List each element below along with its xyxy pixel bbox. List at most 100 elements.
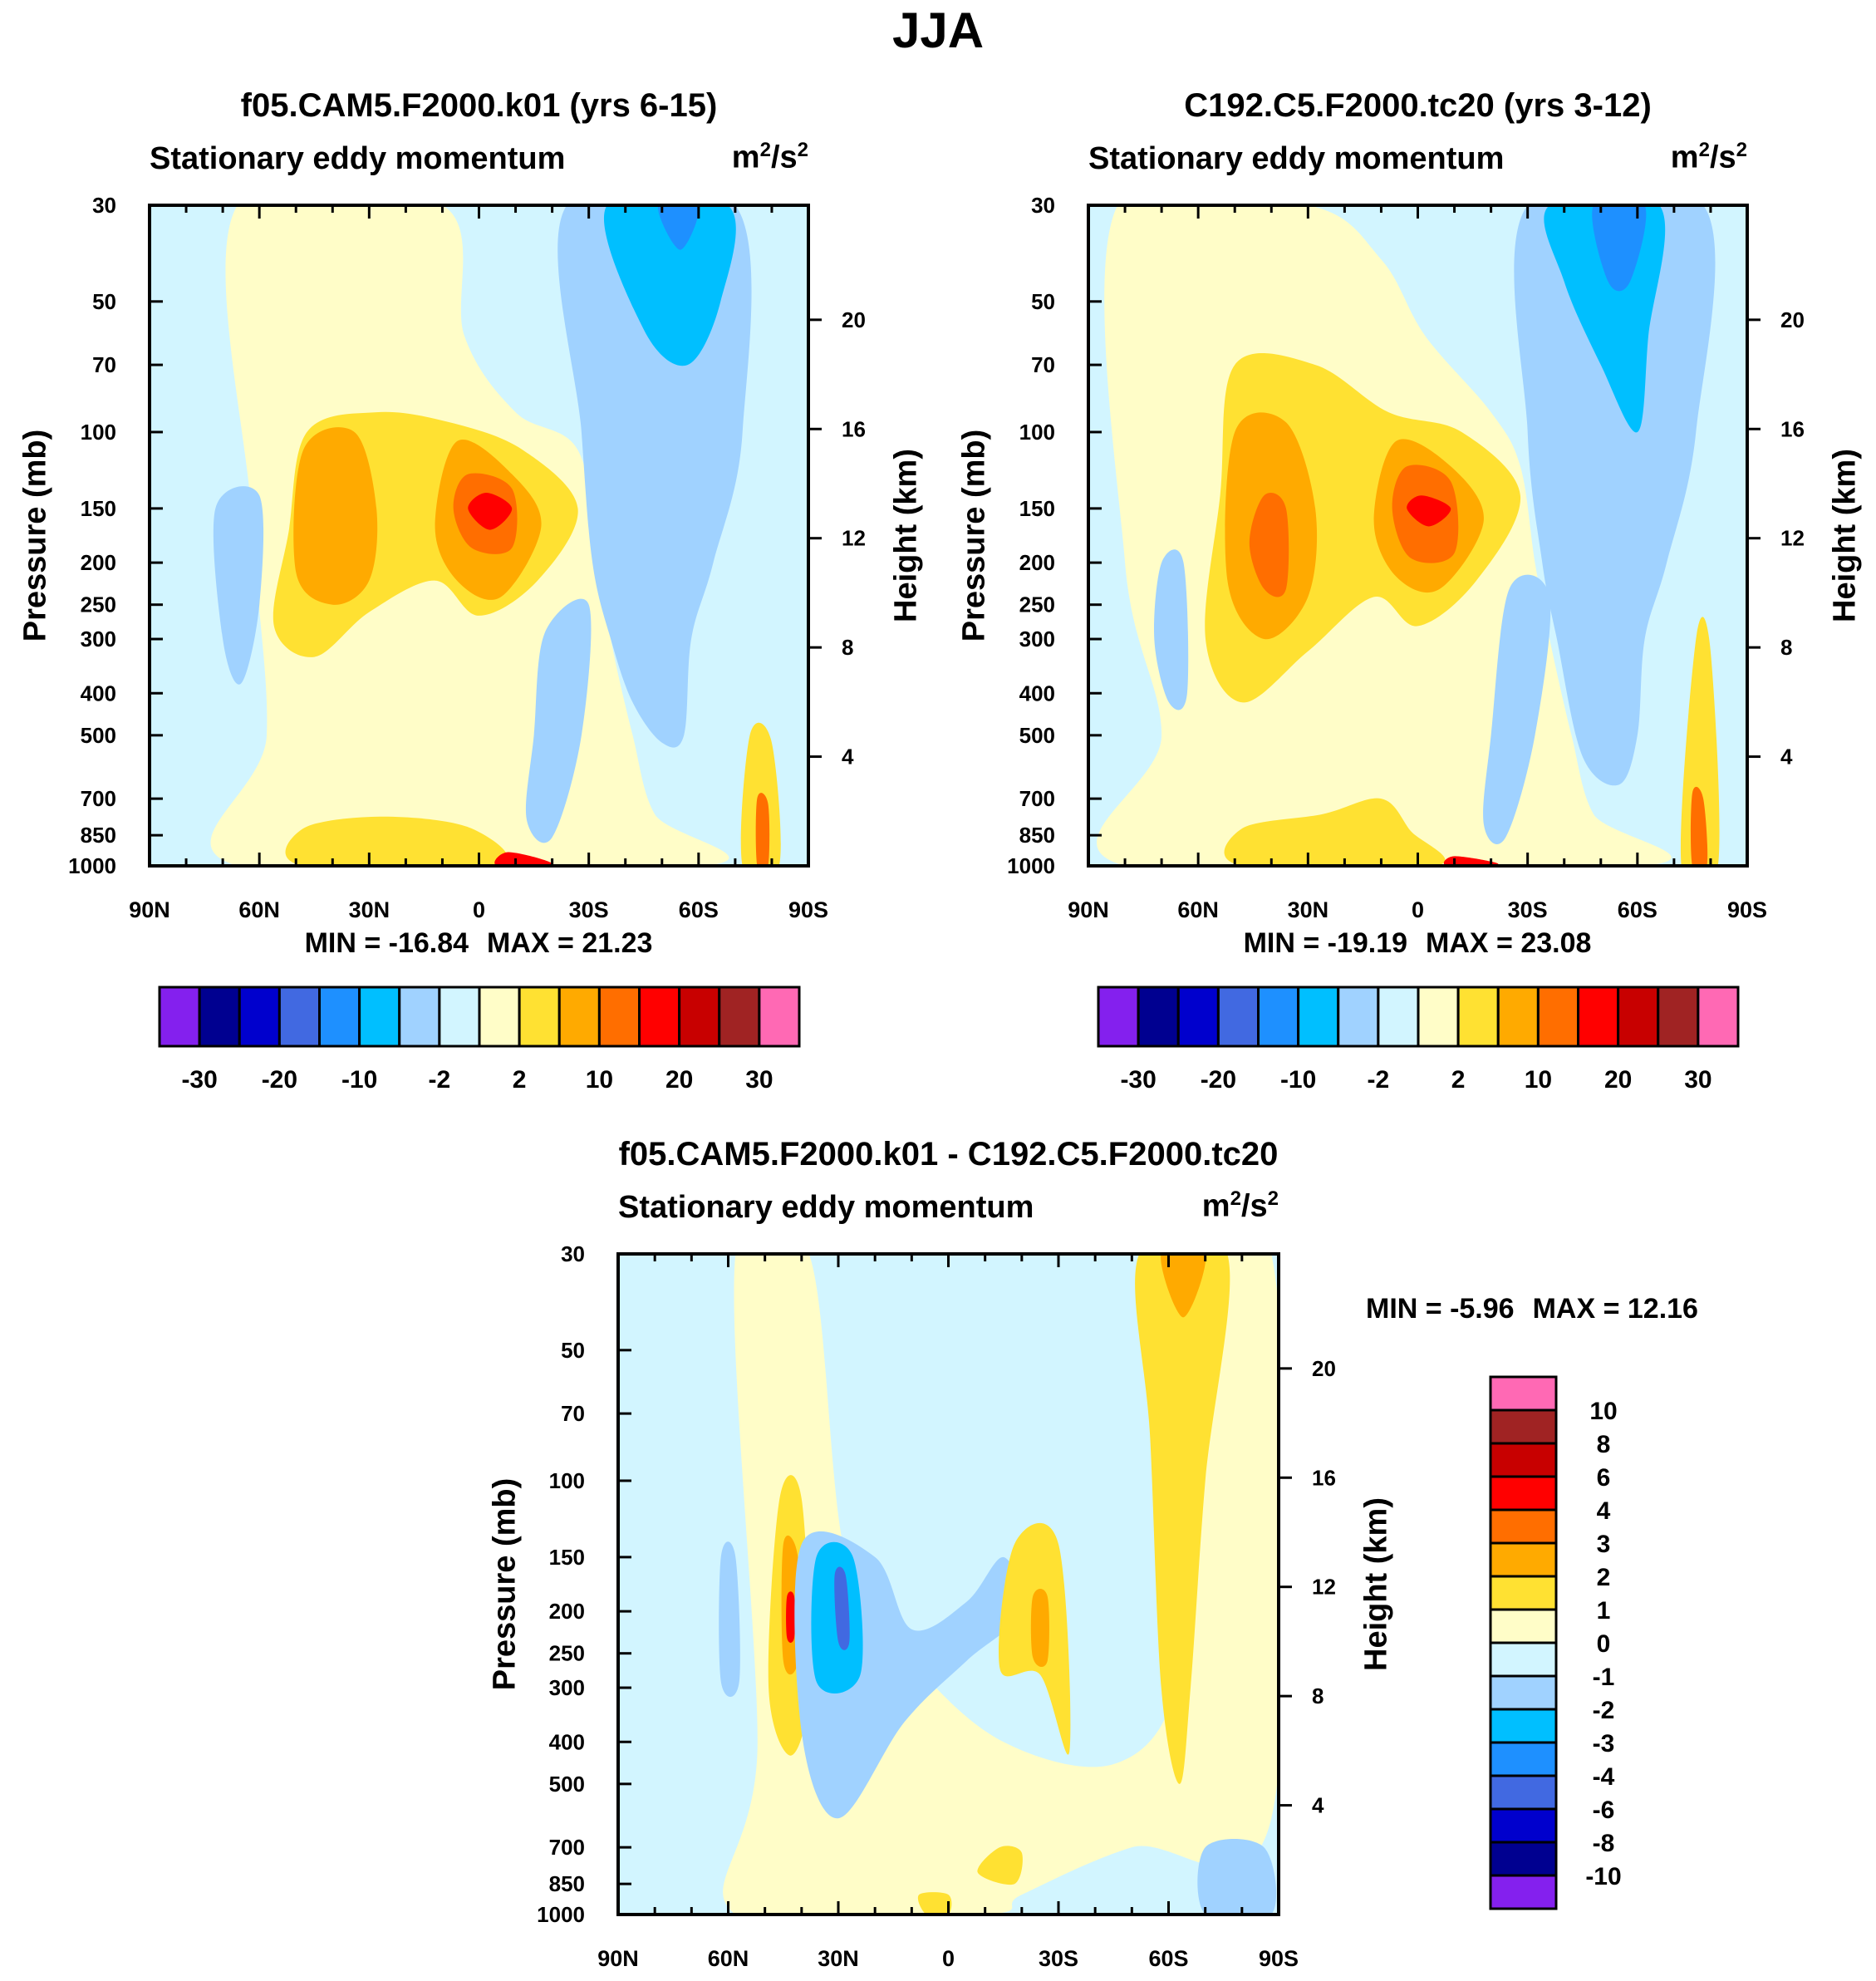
contour-region [755,793,770,866]
y-tick-label: 850 [549,1871,585,1896]
contour-fills [150,205,808,866]
colorbar-swatch [597,986,641,1048]
colorbar-swatch [1137,986,1180,1048]
units-part: 2 [1736,139,1747,161]
colorbar-label: 2 [1597,1564,1611,1591]
colorbar-swatch [1489,1841,1558,1877]
contour-region [1135,1254,1230,1784]
colorbar-swatch [318,986,361,1048]
x-tick-label: 30S [1039,1946,1078,1971]
x-tick-label: 60N [708,1946,749,1971]
colorbar-swatch [1489,1442,1558,1478]
main-title: JJA [891,2,985,58]
y-tick-label: 100 [1019,420,1055,445]
colorbar-swatch [1456,986,1500,1048]
units-part: 2 [797,139,808,161]
contour-region [1680,617,1720,866]
y-tick-label: 200 [549,1599,585,1624]
colorbar-label: -10 [1585,1863,1621,1890]
colorbar-swatch [1097,986,1140,1048]
contour-plot: 90N 60N 30N 0 30S 60S 90S 30 50 70 100 150 200 250 300… [1007,193,1805,922]
colorbar-swatch [678,986,721,1048]
colorbar-swatch [1337,986,1380,1048]
y-axis-label: Pressure (mb) [956,429,992,641]
y-tick-label: 500 [1019,723,1055,748]
y-tick-label: 300 [1019,627,1055,651]
y-tick-label: 500 [549,1772,585,1797]
units-part: /s [770,140,798,175]
y-axis-label-right: Height (km) [888,448,924,622]
colorbar-label: 2 [513,1066,527,1094]
colorbar-swatch [1489,1708,1558,1744]
colorbar-label: -3 [1593,1730,1615,1757]
height-tick-label: 16 [842,416,866,441]
units-part: m [1670,140,1699,175]
contour-region [1197,1838,1276,1915]
min-max-label: MIN = -16.84 MAX = 21.23 [305,927,653,960]
height-tick-label: 16 [1780,416,1805,441]
y-axis-label: Pressure (mb) [17,429,53,641]
colorbar-swatch [1176,986,1220,1048]
contour-region [1161,1254,1206,1318]
x-tick-label: 60N [238,897,280,922]
y-tick-label: 1000 [68,853,116,878]
units-part: /s [1240,1188,1268,1224]
colorbar-swatch [1617,986,1660,1048]
x-tick-label: 90N [129,897,170,922]
y-tick-label: 400 [1019,681,1055,705]
colorbar-swatch [518,986,561,1048]
contour-region [468,493,513,530]
colorbar-label: -30 [1120,1066,1156,1094]
colorbar-label: -2 [1593,1697,1615,1724]
colorbar-swatch [1489,1741,1558,1777]
y-tick-label: 150 [81,496,116,521]
y-tick-label: 300 [81,627,116,651]
height-tick-label: 12 [1312,1575,1336,1600]
min-value: MIN = -16.84 [304,927,469,959]
contour-region [1030,1589,1050,1668]
y-axis-label: Pressure (mb) [487,1477,523,1690]
colorbar-swatch [1489,1541,1558,1578]
height-tick-label: 8 [842,635,853,660]
max-value: MAX = 12.16 [1532,1293,1698,1325]
y-tick-label: 250 [549,1641,585,1666]
height-tick-label: 16 [1312,1465,1336,1490]
contour-region [603,205,736,366]
colorbar-label: 6 [1597,1464,1611,1492]
y-tick-label: 250 [81,592,116,617]
colorbar-swatch [1489,1608,1558,1644]
colorbar-label: 10 [586,1066,613,1094]
y-tick-label: 30 [1031,193,1055,218]
colorbar-label: -8 [1593,1830,1615,1857]
colorbar-swatch [1697,986,1740,1048]
y-tick-label: 250 [1019,592,1055,617]
colorbar-label: 0 [1597,1630,1611,1658]
contour-region [1407,495,1451,527]
y-tick-label: 200 [1019,550,1055,575]
y-tick-label: 500 [81,723,116,748]
x-tick-label: 60S [1618,897,1657,922]
colorbar-swatch [758,986,801,1048]
x-tick-label: 90S [1727,897,1767,922]
min-value: MIN = -19.19 [1243,927,1408,959]
x-tick-label: 90S [1259,1946,1299,1971]
contour-region [213,486,264,685]
x-tick-label: 30N [1288,897,1329,922]
y-tick-label: 400 [549,1729,585,1754]
colorbar-swatch [1216,986,1260,1048]
y-tick-label: 70 [561,1401,585,1426]
y-tick-label: 50 [92,289,116,314]
colorbar-label: 10 [1589,1398,1617,1425]
colorbar-label: -10 [1280,1066,1316,1094]
contour-region [1224,798,1446,866]
contour-region [1154,549,1189,710]
colorbar-label: -2 [429,1066,451,1094]
y-tick-label: 700 [549,1835,585,1860]
colorbar-label: -1 [1593,1664,1615,1691]
contour-region [658,205,700,250]
colorbar-swatch [1489,1774,1558,1811]
x-tick-label: 90S [788,897,828,922]
x-tick-label: 30S [1508,897,1548,922]
colorbar-label: 3 [1597,1531,1611,1558]
contour-plot: 90N 60N 30N 0 30S 60S 90S 30 50 70 100 150 200 250 300… [68,193,866,922]
